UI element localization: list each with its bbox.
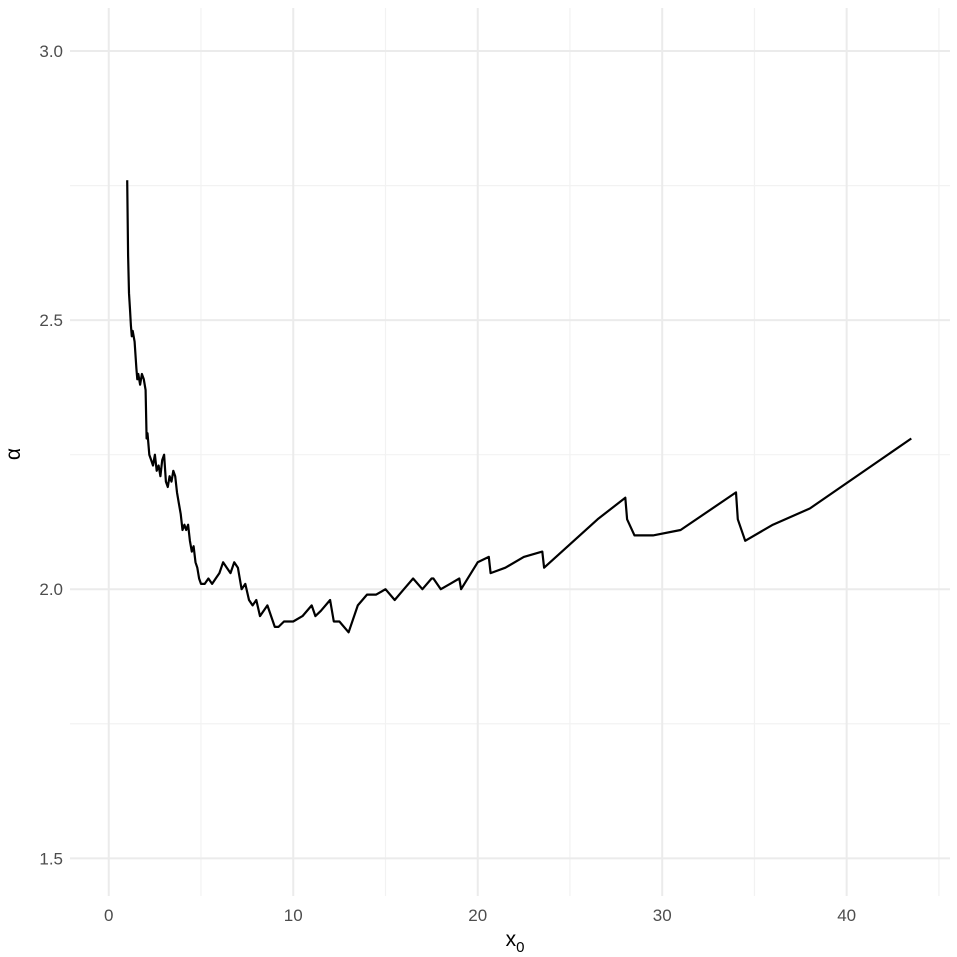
y-tick-label: 3.0 (39, 42, 63, 61)
x-axis-title: x0 (506, 928, 525, 956)
y-tick-label: 2.5 (39, 311, 63, 330)
minor-gridlines (70, 8, 950, 896)
x-axis-title-base: x (506, 928, 517, 951)
y-axis-tick-labels: 1.5 2.0 2.5 3.0 (39, 42, 63, 868)
x-tick-label: 40 (837, 906, 856, 925)
x-tick-label: 10 (284, 906, 303, 925)
series-line (126, 180, 912, 634)
series-layer (126, 180, 912, 634)
y-tick-label: 1.5 (39, 849, 63, 868)
x-tick-label: 0 (104, 906, 113, 925)
major-gridlines (70, 8, 950, 896)
y-axis-title: α (2, 448, 25, 460)
x-axis-tick-labels: 0 10 20 30 40 (104, 906, 856, 925)
x-tick-label: 20 (468, 906, 487, 925)
x-tick-label: 30 (653, 906, 672, 925)
x-axis-title-subscript: 0 (516, 939, 524, 956)
y-tick-label: 2.0 (39, 580, 63, 599)
